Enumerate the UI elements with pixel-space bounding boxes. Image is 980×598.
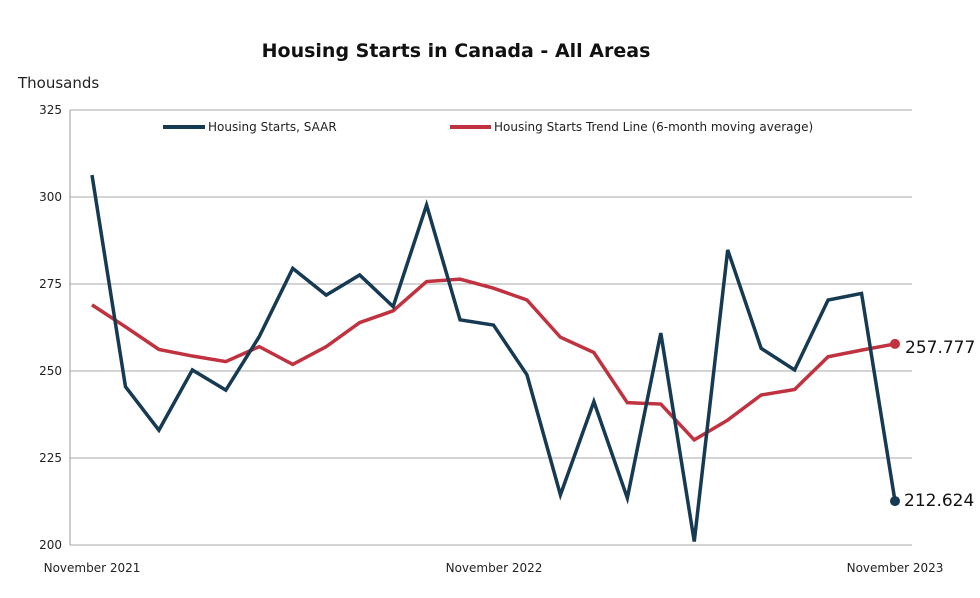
- gridlines: [70, 109, 912, 546]
- y-tick-label: 325: [39, 103, 62, 117]
- legend-label-saar: Housing Starts, SAAR: [208, 120, 337, 134]
- y-tick-label: 250: [39, 364, 62, 378]
- x-tick-label: November 2023: [847, 561, 944, 575]
- x-tick-label: November 2022: [446, 561, 543, 575]
- end-value-label-trend: 257.777: [905, 338, 975, 358]
- legend-label-trend: Housing Starts Trend Line (6-month movin…: [494, 120, 813, 134]
- series-group: [90, 174, 900, 542]
- y-axis-ticks: 200 225 250 275 300 325: [39, 103, 62, 552]
- y-tick-label: 225: [39, 451, 62, 465]
- end-value-label-saar: 212.624: [904, 491, 974, 511]
- x-tick-label: November 2021: [44, 561, 141, 575]
- x-axis-ticks: November 2021 November 2022 November 202…: [44, 561, 944, 575]
- chart-title: Housing Starts in Canada - All Areas: [262, 40, 651, 62]
- data-point: [890, 496, 900, 507]
- data-point: [890, 338, 900, 349]
- y-tick-label: 275: [39, 277, 62, 291]
- legend: Housing Starts, SAAR Housing Starts Tren…: [163, 120, 813, 134]
- y-tick-label: 200: [39, 538, 62, 552]
- y-tick-label: 300: [39, 190, 62, 204]
- series-line-1: [91, 277, 896, 443]
- y-axis-unit-label: Thousands: [17, 74, 99, 92]
